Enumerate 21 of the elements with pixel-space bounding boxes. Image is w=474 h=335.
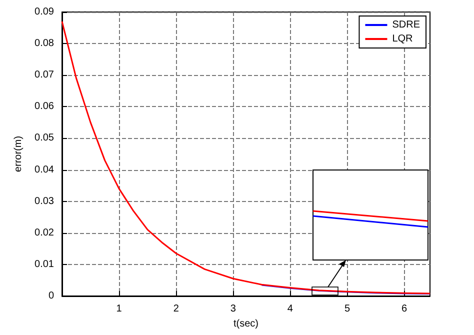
x-tick-label: 2: [173, 304, 180, 314]
y-tick-label: 0.04: [34, 164, 54, 176]
x-axis-title: t(sec): [234, 318, 258, 330]
y-tick-label: 0.07: [34, 70, 54, 81]
y-tick-label: 0.06: [34, 101, 54, 112]
y-axis-title: error(m): [13, 136, 24, 172]
x-tick-label: 3: [230, 304, 236, 314]
x-tick-label: 4: [287, 304, 294, 314]
y-tick-label: 0: [48, 290, 54, 302]
line-series: [61, 20, 431, 294]
y-tick-label: 0.01: [34, 258, 54, 270]
y-tick-label: 0.05: [34, 132, 54, 144]
y-tick-label: 0.02: [34, 227, 54, 238]
y-tick-label: 0.03: [34, 196, 54, 207]
x-tick-label: 6: [402, 304, 408, 314]
legend-label: LQR: [392, 34, 413, 44]
y-tick-label: 0.08: [34, 38, 54, 50]
y-tick-label: 0.09: [34, 6, 54, 18]
x-tick-label: 1: [116, 304, 122, 314]
legend-label: SDRE: [392, 20, 420, 30]
x-tick-label: 5: [344, 304, 350, 314]
